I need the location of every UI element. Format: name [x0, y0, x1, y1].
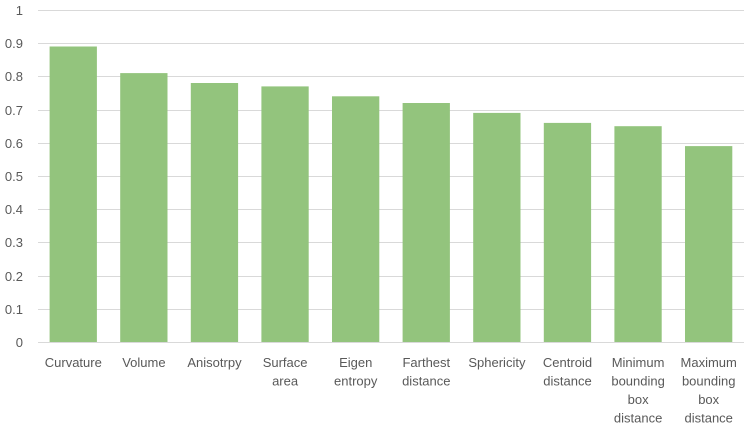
bar [190, 83, 239, 342]
x-category-label-line: box [698, 392, 719, 407]
bar [685, 146, 733, 342]
x-axis-category-labels: Curvature Volume Anisotrpy Surface area Eigen… [45, 355, 737, 426]
bar [402, 103, 450, 342]
x-category-label-line: Volume [122, 355, 165, 370]
bar [49, 46, 97, 342]
x-category-label-line: bounding [682, 374, 736, 389]
x-category-label: Minimum bounding box distance [611, 355, 665, 426]
bar [614, 126, 662, 342]
x-category-label: Maximum bounding box distance [681, 355, 737, 426]
y-tick-label: 0.5 [5, 169, 23, 184]
y-tick-label: 0.1 [5, 302, 23, 317]
x-category-label: Surface area [263, 355, 308, 389]
y-tick-label: 0.9 [5, 36, 23, 51]
x-category-label: Centroid distance [543, 355, 592, 389]
x-category-label-line: Centroid [543, 355, 592, 370]
x-category-label-line: Anisotrpy [187, 355, 242, 370]
y-tick-label: 0.4 [5, 202, 23, 217]
bar [543, 122, 592, 343]
x-category-label-line: distance [543, 374, 591, 389]
x-category-label-line: distance [614, 411, 662, 426]
x-category-label: Eigen entropy [334, 355, 378, 389]
x-category-label: Volume [122, 355, 165, 370]
x-category-label-line: Surface [263, 355, 308, 370]
x-category-label-line: Eigen [339, 355, 372, 370]
x-category-label-line: Minimum [612, 355, 665, 370]
x-category-label: Farthest distance [402, 355, 450, 389]
x-category-label-line: Sphericity [468, 355, 526, 370]
x-category-label-line: entropy [334, 374, 378, 389]
bar [120, 73, 168, 342]
y-axis-tick-labels: 0 0.1 0.2 0.3 0.4 0.5 0.6 0.7 0.8 0.9 1 [5, 3, 23, 350]
bars [49, 46, 733, 343]
y-tick-label: 0.3 [5, 235, 23, 250]
x-category-label-line: bounding [611, 374, 665, 389]
y-tick-label: 0.7 [5, 103, 23, 118]
y-tick-label: 1 [16, 3, 23, 18]
x-category-label: Curvature [45, 355, 102, 370]
bar [473, 112, 521, 343]
x-category-label-line: distance [402, 374, 450, 389]
x-category-label-line: box [628, 392, 649, 407]
x-category-label-line: Farthest [402, 355, 450, 370]
x-category-label-line: Curvature [45, 355, 102, 370]
x-category-label-line: Maximum [681, 355, 737, 370]
y-tick-label: 0.2 [5, 269, 23, 284]
x-category-label: Sphericity [468, 355, 526, 370]
bar [261, 86, 309, 343]
x-category-label: Anisotrpy [187, 355, 242, 370]
y-tick-label: 0.6 [5, 136, 23, 151]
x-category-label-line: area [272, 374, 299, 389]
bar [332, 96, 380, 342]
y-tick-label: 0.8 [5, 69, 23, 84]
y-tick-label: 0 [16, 335, 23, 350]
x-category-label-line: distance [684, 411, 732, 426]
